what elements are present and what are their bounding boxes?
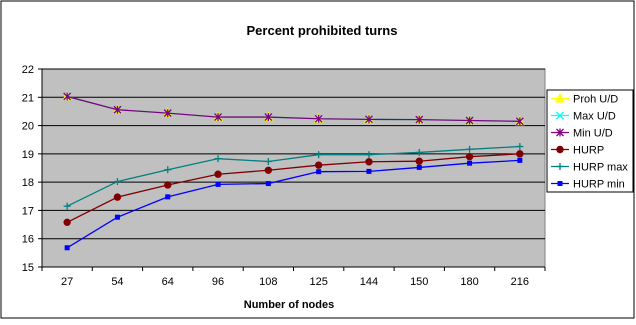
y-tick-label: 19 — [22, 149, 34, 161]
data-point-5 — [114, 214, 120, 220]
data-point-2 — [113, 105, 122, 114]
data-point-5 — [366, 168, 372, 174]
x-axis-label: Number of nodes — [244, 299, 334, 311]
data-point-5 — [165, 194, 171, 200]
y-tick-label: 20 — [22, 121, 34, 133]
legend-label: Max U/D — [573, 111, 616, 123]
legend-swatch-marker-stroke — [556, 111, 564, 120]
y-tick-label: 22 — [22, 64, 34, 76]
data-point-4 — [63, 202, 71, 210]
data-point-4 — [516, 143, 524, 151]
legend-swatch-marker — [557, 181, 563, 186]
data-point-2 — [264, 113, 273, 122]
x-tick-label: 54 — [111, 276, 123, 288]
series-line-5 — [66, 159, 520, 249]
legend-label: HURP max — [573, 162, 628, 174]
legend-swatch-marker — [556, 111, 564, 120]
legend-label: HURP — [573, 145, 604, 157]
x-tick-label: 108 — [259, 276, 277, 288]
data-point-2 — [214, 113, 223, 122]
data-point-4 — [315, 151, 323, 159]
legend-swatch-marker — [556, 163, 564, 170]
data-point-3 — [415, 157, 423, 165]
data-point-3 — [63, 218, 71, 227]
legend-swatch-marker — [555, 92, 565, 103]
data-point-5 — [316, 169, 322, 175]
data-point-2 — [163, 109, 172, 118]
x-tick-label: 216 — [511, 276, 529, 288]
y-tick-label: 21 — [22, 92, 34, 104]
x-tick-label: 150 — [410, 276, 428, 288]
legend-label: Proh U/D — [573, 94, 618, 106]
data-point-3 — [516, 150, 524, 158]
x-tick-label: 180 — [460, 276, 478, 288]
data-point-3 — [264, 166, 273, 174]
x-tick-label: 64 — [162, 276, 174, 288]
series-line-3 — [66, 153, 520, 223]
legend: Proh U/D Max U/D Min U/D HURP HURP max HURP m… — [546, 89, 634, 193]
data-point-3 — [314, 161, 323, 169]
data-point-4 — [264, 157, 272, 165]
x-tick-label: 125 — [309, 276, 327, 288]
x-tick-label: 96 — [212, 276, 224, 288]
data-point-5 — [517, 157, 523, 163]
data-point-5 — [215, 181, 221, 187]
data-point-2 — [465, 116, 474, 125]
series-line-4 — [66, 145, 520, 207]
chart-title: Percent prohibited turns — [247, 23, 398, 38]
data-point-4 — [164, 166, 172, 174]
data-point-5 — [265, 181, 271, 187]
data-point-4 — [365, 151, 373, 159]
data-point-2 — [415, 115, 424, 124]
series-line-2 — [66, 95, 520, 122]
legend-swatch-marker — [556, 145, 564, 154]
data-point-4 — [113, 178, 121, 186]
data-point-3 — [164, 181, 172, 189]
y-tick-label: 15 — [22, 262, 34, 274]
y-tick-label: 17 — [22, 205, 34, 217]
data-point-4 — [415, 148, 423, 156]
data-point-4 — [214, 155, 222, 163]
plot-area: 15 16 17 18 19 20 21 22 27 54 64 96 108 125 144 150 180 2… — [22, 64, 546, 288]
data-point-5 — [416, 164, 422, 170]
data-point-2 — [314, 114, 323, 123]
data-point-3 — [465, 152, 474, 161]
data-point-5 — [467, 160, 473, 166]
x-tick-label: 144 — [360, 276, 378, 288]
data-point-2 — [63, 92, 72, 101]
y-tick-label: 16 — [22, 234, 34, 246]
data-point-5 — [64, 245, 70, 251]
data-point-3 — [214, 170, 222, 178]
legend-box — [546, 89, 634, 193]
legend-swatch-marker — [556, 128, 564, 137]
data-point-2 — [515, 117, 524, 126]
data-point-4 — [466, 145, 474, 153]
x-tick-label: 27 — [61, 276, 73, 288]
data-point-3 — [365, 158, 373, 166]
data-point-2 — [364, 115, 373, 124]
y-tick-label: 18 — [22, 177, 34, 189]
legend-label: Min U/D — [573, 128, 613, 140]
legend-label: HURP min — [573, 179, 625, 191]
data-point-3 — [113, 193, 122, 201]
